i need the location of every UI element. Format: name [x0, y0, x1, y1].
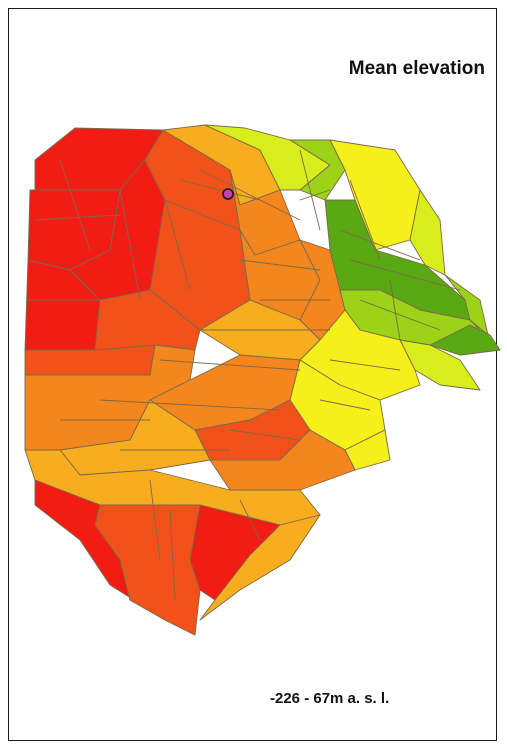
- region-green-spur: [429, 324, 501, 356]
- point-marker: [222, 188, 234, 200]
- region-ne-edge: [409, 189, 446, 276]
- region-south-orange-tip: [199, 514, 321, 621]
- boundary-lines: [28, 149, 461, 601]
- elevation-range-label: -226 - 67m a. s. l.: [270, 690, 390, 707]
- region-ne-yellow: [329, 139, 421, 251]
- region-green-east: [444, 274, 489, 336]
- map-title: Mean elevation: [348, 58, 485, 79]
